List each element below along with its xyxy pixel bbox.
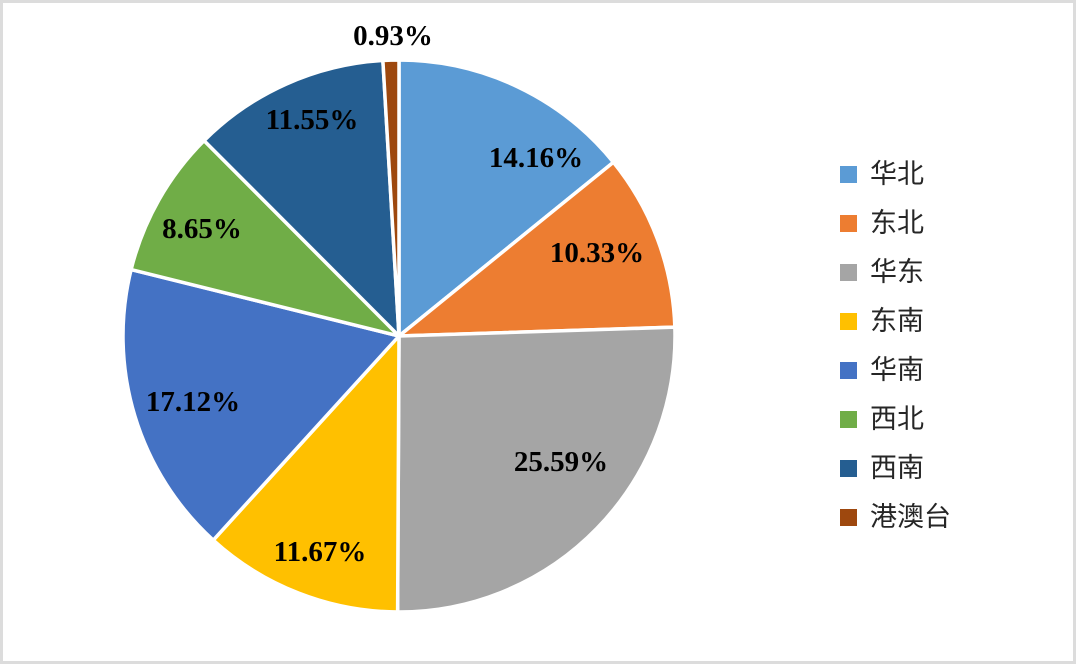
- legend-label: 东南: [870, 306, 924, 336]
- legend-item-3: 华东: [840, 258, 951, 286]
- legend-label: 港澳台: [870, 502, 951, 532]
- pie-data-label: 25.59%: [514, 446, 608, 478]
- legend-label: 东北: [870, 208, 924, 238]
- legend-item-5: 华南: [840, 356, 951, 384]
- pie-slice-8: [381, 58, 401, 338]
- pie-slice-1: [397, 58, 616, 338]
- pie-data-label: 17.12%: [146, 386, 240, 418]
- legend-swatch-icon: [840, 165, 857, 183]
- legend-item-6: 西北: [840, 405, 951, 433]
- legend-swatch-icon: [840, 361, 857, 379]
- pie-slice-2: [397, 160, 677, 338]
- legend-label: 西南: [870, 453, 924, 483]
- pie-data-label: 10.33%: [550, 237, 644, 269]
- legend-item-8: 港澳台: [840, 503, 951, 531]
- legend-item-2: 东北: [840, 209, 951, 237]
- pie-slice-4: [211, 334, 401, 614]
- legend-item-7: 西南: [840, 454, 951, 482]
- legend-label: 华南: [870, 355, 924, 385]
- legend-item-1: 华北: [840, 160, 951, 188]
- pie-chart: 14.16% 10.33% 25.59% 11.67% 17.12% 8.65% 11.55…: [121, 20, 677, 614]
- legend-swatch-icon: [840, 459, 857, 477]
- pie-slice-3: [395, 325, 677, 614]
- legend-swatch-icon: [840, 312, 857, 330]
- legend-swatch-icon: [840, 214, 857, 232]
- pie-data-label: 11.55%: [266, 104, 359, 136]
- chart-legend: 华北东北华东东南华南西北西南港澳台: [840, 160, 951, 531]
- legend-label: 西北: [870, 404, 924, 434]
- pie-slice-7: [202, 58, 401, 338]
- pie-data-label: 14.16%: [489, 142, 583, 174]
- legend-label: 华东: [870, 257, 924, 287]
- legend-swatch-icon: [840, 263, 857, 281]
- legend-swatch-icon: [840, 508, 857, 526]
- pie-data-label: 0.93%: [353, 20, 433, 52]
- pie-slice-5: [121, 267, 401, 542]
- legend-item-4: 东南: [840, 307, 951, 335]
- pie-data-label: 11.67%: [274, 536, 367, 568]
- pie-slice-6: [129, 138, 401, 338]
- legend-label: 华北: [870, 159, 924, 189]
- legend-swatch-icon: [840, 410, 857, 428]
- pie-chart-container: 14.16% 10.33% 25.59% 11.67% 17.12% 8.65% 11.55…: [3, 3, 1073, 661]
- pie-data-label: 8.65%: [162, 213, 242, 245]
